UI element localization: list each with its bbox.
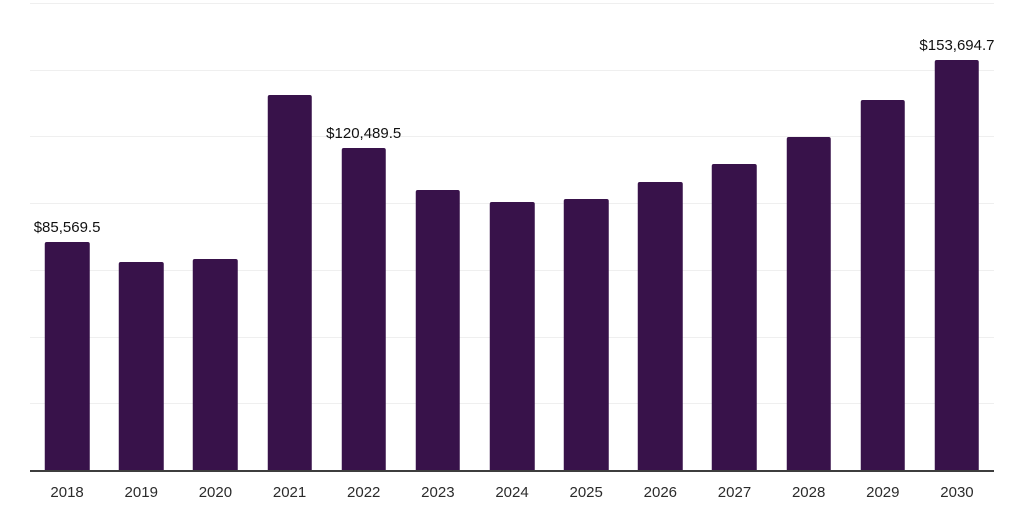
bar-band [772, 3, 846, 470]
bar-band [178, 3, 252, 470]
bar-band [846, 3, 920, 470]
bar-band [697, 3, 771, 470]
x-tick-label-2022: 2022 [347, 484, 381, 501]
bar-2020[interactable] [193, 259, 238, 470]
bar-2022[interactable] [341, 148, 386, 470]
data-label-2022: $120,489.5 [326, 125, 402, 143]
bar-2023[interactable] [415, 190, 461, 470]
gridline [30, 136, 994, 138]
bar-band [549, 3, 623, 470]
plot-area: $85,569.5 $120,489.5 $153,694.7 [30, 3, 994, 472]
bar-2027[interactable] [712, 164, 757, 470]
bar-band [252, 3, 326, 470]
x-tick-label-2019: 2019 [124, 484, 158, 501]
bar-band [475, 3, 549, 470]
bars-container: $85,569.5 $120,489.5 $153,694.7 [30, 3, 994, 470]
bar-2024[interactable] [489, 202, 535, 470]
x-tick-label-2018: 2018 [50, 484, 84, 501]
x-tick-label-2024: 2024 [495, 484, 529, 501]
x-tick-label-2027: 2027 [717, 484, 752, 501]
x-tick-label-2030: 2030 [940, 484, 974, 501]
bar-band: $153,694.7 [919, 3, 995, 470]
x-tick-label-2028: 2028 [791, 484, 826, 501]
x-axis-labels: 2018 2019 2020 2021 2022 2023 2024 2025 2026 2027… [30, 484, 994, 501]
x-axis-line [30, 470, 994, 472]
bar-2019[interactable] [118, 261, 164, 470]
x-tick-label-2029: 2029 [866, 484, 900, 501]
bar-2018[interactable] [44, 241, 90, 470]
bar-2026[interactable] [638, 182, 683, 470]
x-tick-label-2021: 2021 [272, 484, 307, 501]
bar-band: $85,569.5 [30, 3, 104, 470]
bar-2028[interactable] [786, 137, 831, 470]
bar-band: $120,489.5 [326, 3, 402, 470]
bar-2025[interactable] [563, 198, 609, 470]
x-tick-label-2026: 2026 [643, 484, 678, 501]
x-tick-label-2025: 2025 [569, 484, 603, 501]
gridline [30, 3, 994, 4]
bar-band [623, 3, 697, 470]
data-label-2018: $85,569.5 [33, 218, 101, 236]
bar-2021[interactable] [267, 95, 312, 470]
bar-band [401, 3, 475, 470]
x-tick-label-2020: 2020 [198, 484, 233, 501]
gridline [30, 69, 994, 71]
bar-band [104, 3, 178, 470]
data-label-2030: $153,694.7 [919, 36, 995, 54]
bar-2029[interactable] [860, 99, 906, 470]
bar-2030[interactable] [934, 59, 980, 470]
x-tick-label-2023: 2023 [421, 484, 455, 501]
